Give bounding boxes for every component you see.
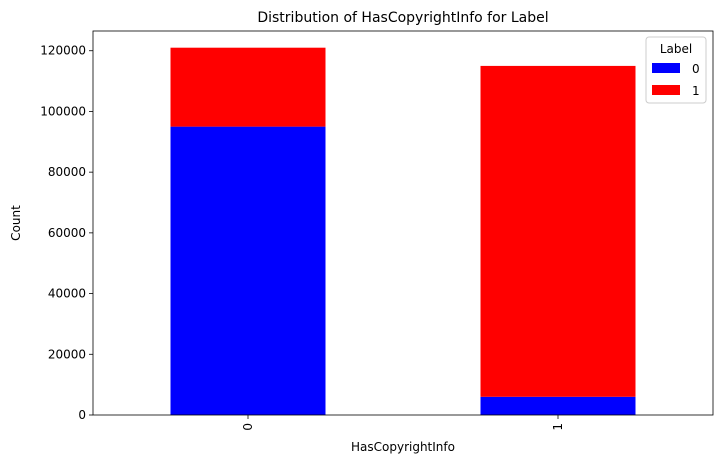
legend-swatch-1 (652, 85, 680, 95)
y-axis-label: Count (9, 205, 23, 241)
legend-title: Label (660, 42, 692, 56)
legend-swatch-0 (652, 63, 680, 73)
y-tick-label: 0 (78, 408, 86, 422)
y-axis: 0 20000 40000 60000 80000 100000 120000 (40, 44, 93, 422)
x-tick-label: 0 (241, 423, 255, 431)
y-tick-label: 20000 (48, 347, 86, 361)
y-tick-label: 40000 (48, 287, 86, 301)
bar-x0-label1 (170, 47, 326, 127)
bar-x0-label0 (170, 126, 326, 416)
legend-label-0: 0 (692, 62, 700, 76)
bars-layer (170, 47, 636, 416)
y-tick-label: 60000 (48, 226, 86, 240)
bar-x1-label0 (480, 396, 636, 415)
chart-title: Distribution of HasCopyrightInfo for Lab… (257, 10, 548, 26)
plot-frame (92, 30, 714, 416)
y-tick-label: 100000 (40, 104, 86, 118)
legend: Label 0 1 (645, 36, 707, 104)
x-tick-label: 1 (551, 423, 565, 431)
y-tick-label: 120000 (40, 44, 86, 58)
x-axis-label: HasCopyrightInfo (351, 440, 455, 454)
bar-x1-label1 (480, 65, 636, 397)
legend-label-1: 1 (692, 84, 700, 98)
y-tick-label: 80000 (48, 165, 86, 179)
